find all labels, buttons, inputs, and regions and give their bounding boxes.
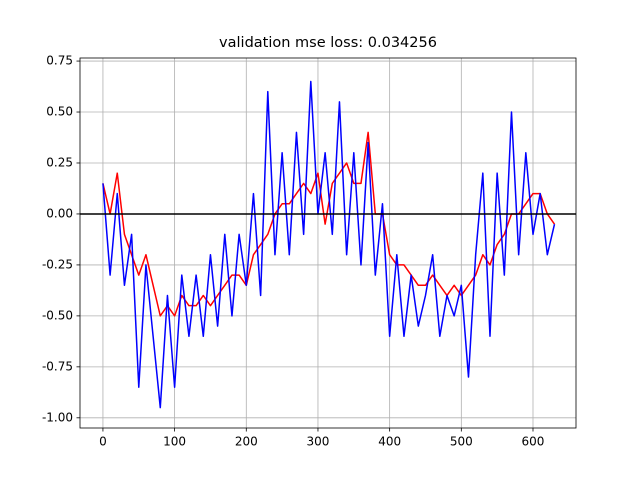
x-tick-label: 100 xyxy=(163,435,186,449)
plot-frame xyxy=(79,57,577,429)
x-tick-label: 600 xyxy=(522,435,545,449)
y-tick-label: -0.75 xyxy=(42,359,73,373)
y-tick-label: -1.00 xyxy=(42,410,73,424)
x-tick-label: 0 xyxy=(99,435,107,449)
y-tick-label: -0.25 xyxy=(42,257,73,271)
x-tick-label: 500 xyxy=(450,435,473,449)
x-tick-label: 200 xyxy=(235,435,258,449)
y-tick-label: 0.75 xyxy=(46,54,73,68)
x-tick-label: 300 xyxy=(307,435,330,449)
data-line xyxy=(102,131,556,317)
y-tick-label: 0.50 xyxy=(46,105,73,119)
chart-title: validation mse loss: 0.034256 xyxy=(219,35,437,51)
x-tick-label: 400 xyxy=(378,435,401,449)
y-tick-label: 0.00 xyxy=(46,206,73,220)
y-tick-label: -0.50 xyxy=(42,308,73,322)
y-tick-label: 0.25 xyxy=(46,155,73,169)
